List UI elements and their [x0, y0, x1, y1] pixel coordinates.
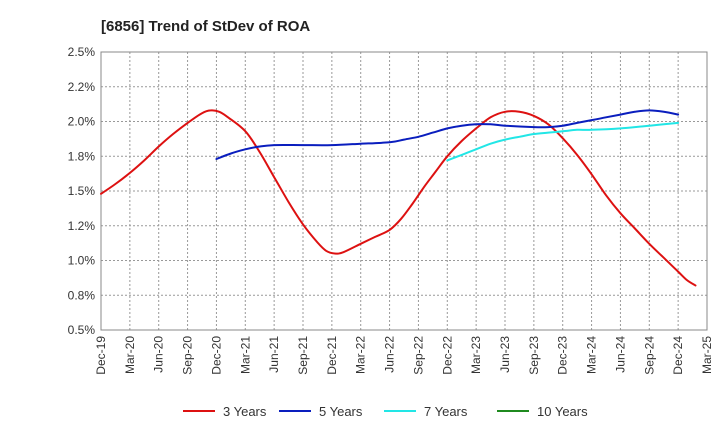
x-tick-label: Mar-23: [469, 336, 483, 374]
x-tick-label: Sep-20: [181, 336, 195, 375]
x-tick-label: Jun-22: [383, 336, 397, 373]
x-tick-label: Mar-21: [238, 336, 252, 374]
y-axis-ticks: 0.5% 0.8% 1.0% 1.2% 1.5% 1.8% 2.0% 2.2% 2.5%: [68, 45, 96, 337]
x-tick-label: Dec-24: [671, 336, 685, 375]
x-tick-label: Sep-21: [296, 336, 310, 375]
x-tick-label: Dec-19: [94, 336, 108, 375]
y-tick-label: 1.2%: [68, 219, 96, 233]
legend-label: 5 Years: [319, 404, 363, 419]
x-tick-label: Sep-24: [642, 336, 656, 375]
y-tick-label: 2.0%: [68, 115, 96, 129]
y-tick-label: 1.8%: [68, 149, 96, 163]
x-tick-label: Mar-25: [700, 336, 714, 374]
x-axis-ticks: Dec-19 Mar-20 Jun-20 Sep-20 Dec-20 Mar-21 Jun-…: [94, 336, 714, 375]
y-tick-label: 0.8%: [68, 288, 96, 302]
x-tick-label: Jun-24: [613, 336, 627, 373]
series-line-2: [215, 109, 680, 160]
y-tick-label: 1.0%: [68, 254, 96, 268]
x-tick-label: Jun-23: [498, 336, 512, 373]
y-tick-label: 1.5%: [68, 184, 96, 198]
series-line-3: [446, 121, 680, 162]
y-tick-label: 2.2%: [68, 80, 96, 94]
legend-label: 10 Years: [537, 404, 588, 419]
y-tick-label: 0.5%: [68, 323, 96, 337]
legend-label: 3 Years: [223, 404, 267, 419]
series-line-1: [100, 109, 697, 287]
plot-area: [101, 52, 707, 330]
series-lines: [100, 109, 697, 287]
x-tick-label: Dec-21: [325, 336, 339, 375]
x-tick-label: Sep-23: [527, 336, 541, 375]
x-tick-label: Dec-20: [209, 336, 223, 375]
x-tick-label: Mar-22: [354, 336, 368, 374]
chart-title: [6856] Trend of StDev of ROA: [101, 18, 310, 35]
y-tick-label: 2.5%: [68, 45, 96, 59]
x-tick-label: Mar-20: [123, 336, 137, 374]
x-tick-label: Jun-21: [267, 336, 281, 373]
plot-border: [100, 51, 708, 331]
x-tick-label: Dec-22: [440, 336, 454, 375]
x-tick-label: Dec-23: [556, 336, 570, 375]
x-tick-label: Jun-20: [152, 336, 166, 373]
x-tick-label: Sep-22: [411, 336, 425, 375]
legend-label: 7 Years: [424, 404, 468, 419]
x-tick-label: Mar-24: [585, 336, 599, 374]
legend: 3 Years 5 Years 7 Years 10 Years: [183, 404, 588, 419]
